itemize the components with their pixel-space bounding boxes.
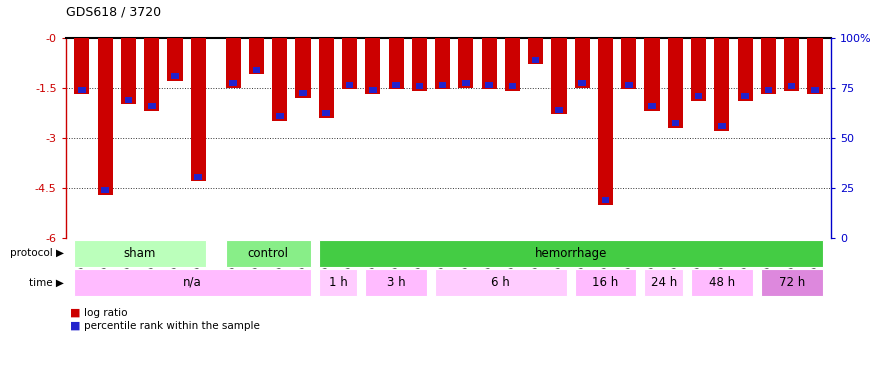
Bar bbox=[761, 269, 822, 296]
Text: hemorrhage: hemorrhage bbox=[535, 247, 606, 260]
Bar bbox=[625, 82, 633, 88]
Bar bbox=[714, 38, 730, 131]
Bar bbox=[78, 87, 86, 93]
Bar bbox=[556, 107, 563, 113]
Bar bbox=[648, 104, 656, 110]
Bar bbox=[532, 57, 540, 63]
Bar bbox=[191, 38, 206, 181]
Text: GDS618 / 3720: GDS618 / 3720 bbox=[66, 6, 161, 19]
Bar bbox=[226, 38, 241, 88]
Bar bbox=[365, 269, 427, 296]
Text: ■: ■ bbox=[70, 308, 80, 318]
Bar bbox=[299, 90, 307, 96]
Bar bbox=[226, 240, 311, 267]
Bar bbox=[691, 38, 706, 101]
Bar bbox=[808, 38, 822, 94]
Bar bbox=[695, 93, 703, 99]
Bar bbox=[458, 38, 473, 88]
Bar bbox=[74, 240, 206, 267]
Bar bbox=[416, 83, 424, 89]
Bar bbox=[296, 38, 311, 98]
Bar bbox=[102, 187, 109, 193]
Bar bbox=[167, 38, 183, 81]
Bar bbox=[253, 67, 260, 73]
Text: sham: sham bbox=[124, 247, 157, 260]
Bar bbox=[741, 93, 749, 99]
Bar bbox=[765, 87, 773, 93]
Bar bbox=[323, 110, 330, 116]
Bar bbox=[784, 38, 799, 91]
Text: protocol ▶: protocol ▶ bbox=[10, 249, 64, 258]
Bar bbox=[365, 38, 381, 94]
Text: 6 h: 6 h bbox=[492, 276, 510, 289]
Bar bbox=[508, 83, 516, 89]
Bar bbox=[392, 82, 400, 88]
Bar bbox=[435, 269, 566, 296]
Bar bbox=[668, 38, 682, 128]
Bar bbox=[528, 38, 543, 64]
Bar bbox=[318, 38, 334, 118]
Bar bbox=[575, 38, 590, 88]
Bar bbox=[761, 38, 776, 94]
Bar bbox=[462, 80, 470, 86]
Text: n/a: n/a bbox=[183, 276, 202, 289]
Text: 1 h: 1 h bbox=[328, 276, 347, 289]
Bar bbox=[671, 120, 679, 126]
Bar bbox=[435, 38, 450, 89]
Bar bbox=[346, 82, 354, 88]
Bar bbox=[602, 197, 609, 203]
Bar bbox=[248, 38, 264, 74]
Text: percentile rank within the sample: percentile rank within the sample bbox=[84, 321, 260, 331]
Bar bbox=[439, 82, 446, 88]
Bar bbox=[318, 269, 357, 296]
Bar bbox=[811, 87, 819, 93]
Bar bbox=[598, 38, 613, 205]
Bar bbox=[551, 38, 566, 114]
Bar bbox=[505, 38, 520, 91]
Bar bbox=[74, 38, 89, 94]
Bar bbox=[369, 87, 376, 93]
Bar bbox=[272, 38, 287, 121]
Text: 3 h: 3 h bbox=[387, 276, 405, 289]
Bar bbox=[342, 38, 357, 89]
Bar bbox=[481, 38, 497, 89]
Text: 72 h: 72 h bbox=[779, 276, 805, 289]
Bar bbox=[229, 80, 237, 86]
Bar bbox=[691, 269, 752, 296]
Bar bbox=[738, 38, 752, 101]
Bar bbox=[194, 174, 202, 180]
Bar bbox=[318, 240, 822, 267]
Bar bbox=[148, 104, 156, 110]
Text: ■: ■ bbox=[70, 321, 80, 331]
Bar bbox=[486, 82, 493, 88]
Bar bbox=[718, 123, 725, 129]
Bar bbox=[575, 269, 636, 296]
Text: 16 h: 16 h bbox=[592, 276, 619, 289]
Text: time ▶: time ▶ bbox=[29, 278, 64, 287]
Bar bbox=[98, 38, 113, 195]
Bar bbox=[578, 80, 586, 86]
Bar bbox=[621, 38, 636, 89]
Text: 48 h: 48 h bbox=[709, 276, 735, 289]
Text: log ratio: log ratio bbox=[84, 308, 128, 318]
Text: 24 h: 24 h bbox=[651, 276, 677, 289]
Bar bbox=[121, 38, 136, 104]
Text: control: control bbox=[248, 247, 289, 260]
Bar bbox=[172, 73, 178, 79]
Bar bbox=[124, 97, 132, 103]
Bar bbox=[276, 113, 284, 119]
Bar bbox=[788, 83, 795, 89]
Bar bbox=[144, 38, 159, 111]
Bar bbox=[388, 38, 403, 89]
Bar bbox=[645, 269, 682, 296]
Bar bbox=[645, 38, 660, 111]
Bar bbox=[74, 269, 311, 296]
Bar bbox=[412, 38, 427, 91]
